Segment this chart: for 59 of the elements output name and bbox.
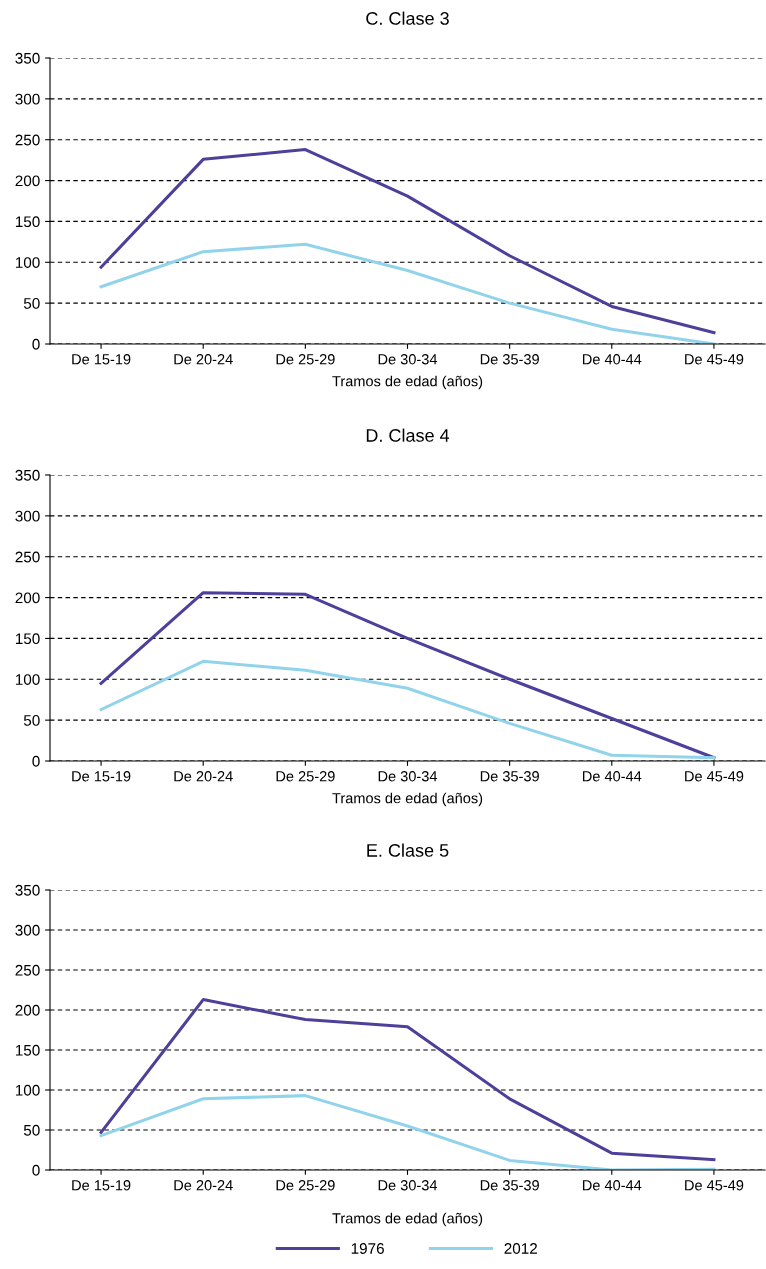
y-tick-label: 250 bbox=[15, 134, 40, 146]
x-tick-label: De 15-19 bbox=[72, 771, 131, 782]
x-tick-label: De 40-44 bbox=[582, 1180, 642, 1191]
line-series bbox=[99, 591, 716, 760]
y-tick-label: 0 bbox=[32, 338, 40, 350]
x-tick-label: De 40-44 bbox=[582, 354, 642, 365]
y-tick-label: 350 bbox=[15, 884, 40, 896]
x-tick-label: De 45-49 bbox=[685, 771, 744, 782]
y-tick-label: 300 bbox=[15, 510, 40, 522]
x-tick-label: De 35-39 bbox=[480, 354, 539, 365]
x-tick-label: De 20-24 bbox=[174, 354, 233, 365]
y-tick-label: 150 bbox=[15, 216, 40, 228]
x-tick-label: De 45-49 bbox=[685, 354, 744, 365]
y-tick-label: 0 bbox=[32, 1164, 40, 1176]
x-tick-label: De 30-34 bbox=[378, 354, 438, 365]
x-tick-label: De 40-44 bbox=[582, 771, 642, 782]
x-tick-label: De 35-39 bbox=[480, 771, 539, 782]
y-tick-label: 150 bbox=[15, 1044, 40, 1056]
y-tick-label: 350 bbox=[15, 469, 40, 481]
x-tick-label: De 30-34 bbox=[378, 771, 438, 782]
y-tick-label: 0 bbox=[32, 755, 40, 767]
x-tick-label: De 45-49 bbox=[685, 1180, 744, 1191]
line-series bbox=[99, 242, 716, 344]
chart-title: C. Clase 3 bbox=[366, 11, 449, 25]
x-tick-label: De 20-24 bbox=[174, 1180, 233, 1191]
x-axis-title: Tramos de edad (años) bbox=[332, 792, 483, 807]
legend-label: 1976 bbox=[351, 1243, 384, 1254]
legend-label: 2012 bbox=[504, 1243, 537, 1254]
x-tick-label: De 25-29 bbox=[276, 354, 335, 365]
x-tick-label: De 30-34 bbox=[378, 1180, 438, 1191]
chart-title: D. Clase 4 bbox=[366, 428, 450, 442]
y-tick-label: 200 bbox=[15, 592, 40, 604]
y-tick-label: 250 bbox=[15, 964, 40, 976]
x-tick-label: De 25-29 bbox=[276, 1180, 335, 1191]
line-series bbox=[99, 1094, 716, 1170]
line-series bbox=[99, 998, 716, 1162]
y-tick-label: 200 bbox=[15, 175, 40, 187]
line-series bbox=[99, 659, 716, 760]
y-tick-label: 100 bbox=[15, 257, 40, 268]
y-tick-label: 300 bbox=[15, 93, 40, 105]
y-tick-label: 250 bbox=[15, 551, 40, 563]
y-tick-label: 50 bbox=[23, 1124, 40, 1136]
y-tick-label: 50 bbox=[23, 715, 40, 726]
y-tick-label: 50 bbox=[23, 298, 40, 309]
x-axis-title: Tramos de edad (años) bbox=[332, 1212, 483, 1227]
y-tick-label: 100 bbox=[15, 1084, 40, 1096]
line-series bbox=[99, 147, 716, 335]
x-tick-label: De 25-29 bbox=[276, 771, 335, 782]
y-tick-label: 100 bbox=[15, 674, 40, 685]
x-tick-label: De 15-19 bbox=[72, 354, 131, 365]
x-axis-title: Tramos de edad (años) bbox=[332, 375, 483, 390]
x-tick-label: De 20-24 bbox=[174, 771, 233, 782]
x-tick-label: De 15-19 bbox=[72, 1180, 131, 1191]
x-tick-label: De 35-39 bbox=[480, 1180, 539, 1191]
y-tick-label: 150 bbox=[15, 633, 40, 645]
y-tick-label: 350 bbox=[15, 52, 40, 64]
chart-title: E. Clase 5 bbox=[367, 843, 449, 857]
y-tick-label: 300 bbox=[15, 924, 40, 936]
y-tick-label: 200 bbox=[15, 1004, 40, 1016]
